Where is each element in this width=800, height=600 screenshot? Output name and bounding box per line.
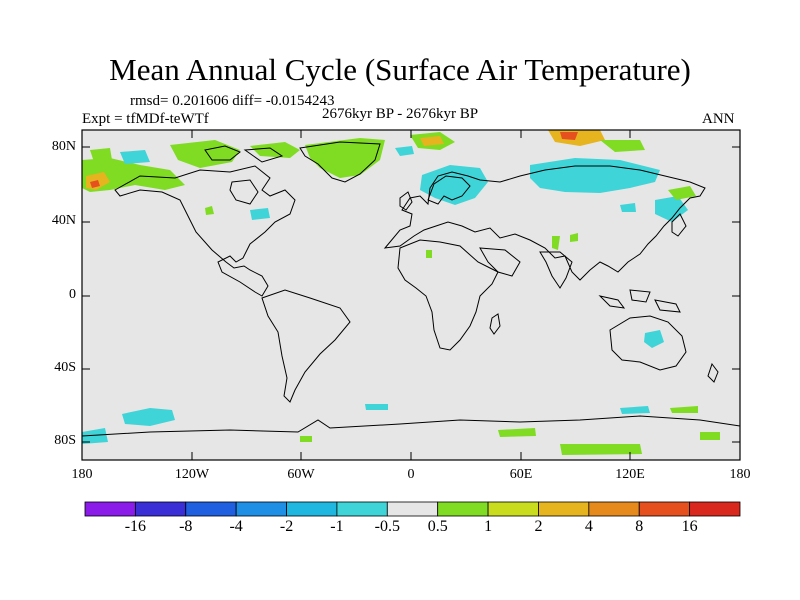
lat-tick-label: 40S — [54, 360, 76, 375]
anomaly-patch — [395, 146, 414, 156]
colorbar-tick-label: -2 — [279, 518, 294, 535]
anomaly-patch — [90, 180, 100, 188]
colorbar-tick-label: -0.5 — [374, 518, 400, 535]
anomaly-patch — [560, 132, 578, 140]
anomaly-patch — [670, 406, 698, 413]
anomaly-patch — [668, 186, 696, 200]
anomaly-patch — [700, 432, 720, 440]
colorbar-tick-label: 2 — [534, 518, 543, 535]
anomaly-patch — [120, 150, 150, 164]
lon-tick-label: 180 — [729, 467, 751, 482]
anomaly-patch — [420, 165, 488, 205]
anomaly-patch — [620, 406, 650, 414]
coastlines — [81, 141, 741, 437]
anomaly-patch — [90, 148, 112, 162]
coastline — [489, 313, 501, 335]
coastline — [81, 415, 741, 437]
lon-tick-label: 120E — [615, 467, 645, 482]
anomaly-patch — [305, 138, 385, 178]
coastline — [114, 165, 296, 297]
anomaly-patch — [620, 203, 636, 212]
colorbar-tick-label: 0.5 — [427, 518, 448, 535]
coastline — [671, 213, 687, 237]
coastline — [383, 165, 706, 281]
lat-tick-label: 40N — [51, 213, 76, 228]
experiment-label: Expt = tfMDf-teWTf — [82, 111, 209, 127]
lon-tick-label: 60W — [287, 467, 315, 482]
coastline — [654, 299, 681, 313]
anomaly-patch — [426, 250, 432, 258]
coastline — [539, 251, 573, 289]
anomaly-patch — [300, 436, 312, 442]
coastline — [427, 175, 471, 205]
anomaly-patch — [82, 428, 108, 444]
anomaly-fields — [82, 130, 720, 455]
colorbar-swatch — [235, 501, 287, 517]
colorbar-tick-label: -4 — [229, 518, 243, 535]
period-label: 2676kyr BP - 2676kyr BP — [322, 106, 479, 122]
colorbar — [84, 501, 741, 517]
anomaly-patch — [365, 404, 388, 410]
chart-title: Mean Annual Cycle (Surface Air Temperatu… — [109, 52, 691, 87]
coastline — [598, 295, 626, 309]
anomaly-patch — [655, 196, 688, 222]
colorbar-swatch — [185, 501, 237, 517]
coastline — [243, 147, 284, 163]
colorbar-swatch — [689, 501, 741, 517]
anomaly-patch — [250, 208, 270, 220]
colorbar-tick-label: -1 — [330, 518, 344, 535]
colorbar-tick-label: 16 — [681, 518, 698, 535]
stats-text: rmsd= 0.201606 diff= -0.0154243 — [130, 93, 335, 109]
colorbar-tick-label: -16 — [124, 518, 147, 535]
colorbar-tick-label: -8 — [179, 518, 193, 535]
anomaly-patch — [560, 444, 642, 455]
colorbar-tick-label: 4 — [584, 518, 593, 535]
coastline — [299, 141, 381, 183]
season-label: ANN — [702, 111, 735, 127]
lat-tick-label: 80N — [51, 139, 76, 154]
coastline — [629, 289, 651, 303]
lat-tick-label: 0 — [69, 287, 76, 302]
anomaly-patch — [205, 206, 214, 215]
colorbar-swatch — [386, 501, 439, 517]
anomaly-patch — [552, 236, 560, 250]
lon-tick-label: 180 — [71, 467, 93, 482]
anomaly-patch — [570, 233, 578, 242]
lon-tick-label: 0 — [407, 467, 415, 482]
lat-tick-label: 80S — [54, 433, 76, 448]
anomaly-patch — [600, 140, 645, 152]
anomaly-patch — [498, 428, 536, 437]
anomaly-patch — [250, 142, 300, 158]
coastline — [229, 179, 259, 205]
anomaly-patch — [122, 408, 175, 426]
anomaly-patch — [420, 136, 444, 146]
coastline — [261, 289, 351, 403]
anomaly-patch — [644, 330, 664, 348]
anomaly-patch — [82, 158, 185, 192]
lon-tick-label: 60E — [509, 467, 533, 482]
anomaly-patch — [530, 158, 660, 193]
colorbar-swatch — [487, 501, 539, 517]
coastline — [707, 362, 719, 383]
colorbar-tick-label: 1 — [484, 518, 493, 535]
colorbar-swatch — [84, 501, 136, 517]
colorbar-swatch — [588, 501, 640, 517]
colorbar-swatch — [134, 501, 187, 517]
coastline — [479, 247, 521, 277]
colorbar-swatch — [336, 501, 388, 517]
lon-tick-label: 120W — [174, 467, 210, 482]
colorbar-swatch — [638, 501, 691, 517]
colorbar-tick-label: 8 — [635, 518, 644, 535]
coastline — [204, 145, 241, 161]
colorbar-swatch — [437, 501, 489, 517]
axis-ticks — [81, 130, 741, 460]
coastline — [397, 239, 499, 351]
colorbar-swatch — [538, 501, 590, 517]
coastline — [399, 191, 413, 211]
coastline — [609, 315, 687, 371]
colorbar-swatch — [286, 501, 338, 517]
